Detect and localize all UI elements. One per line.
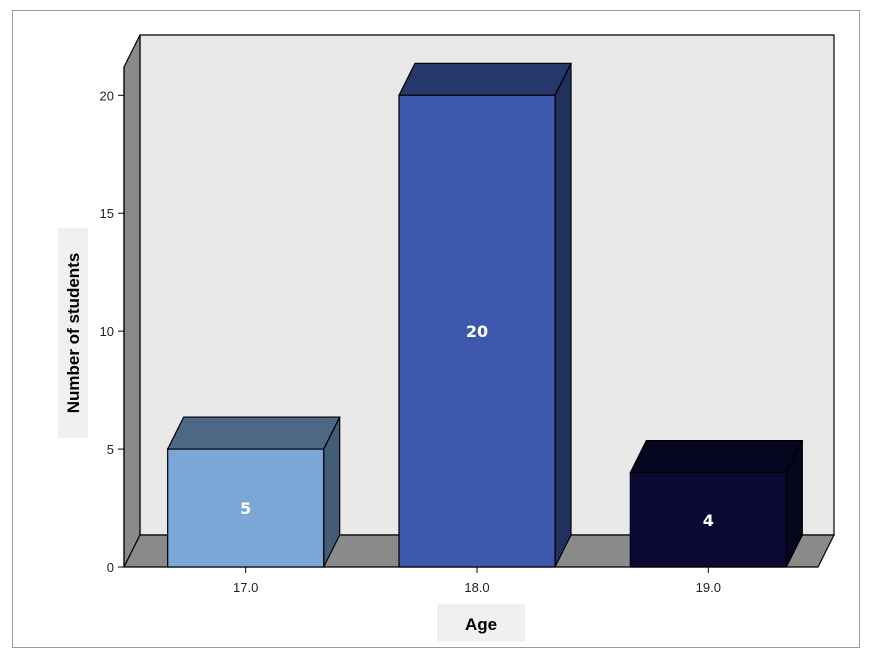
chart-left-wall [123,34,141,568]
x-axis-title: Age [465,615,497,634]
bar-top [398,62,572,96]
y-axis-title: Number of students [64,253,83,414]
bar-19.0: 4 [629,440,804,568]
y-axis-title-background [58,228,88,438]
x-tick-label: 19.0 [696,580,721,595]
y-tick-label: 15 [100,206,114,221]
y-tick-label: 20 [100,88,114,103]
bar-side [554,63,572,568]
bar-18.0: 20 [398,62,572,568]
bar-data-label: 20 [466,322,488,341]
x-tick-label: 18.0 [464,580,489,595]
bar-front [398,94,556,568]
y-tick-label: 5 [107,442,114,457]
y-tick-label: 0 [107,560,114,575]
x-axis-ticks: 17.0 18.0 19.0 [233,567,721,595]
bar-front [167,448,325,568]
bar-top [166,416,341,450]
y-axis-ticks: 0 5 10 15 20 [100,88,124,575]
x-tick-label: 17.0 [233,580,258,595]
bar-top [629,440,804,474]
bar-17.0: 5 [166,416,341,568]
bar-front [629,472,787,568]
bars: 5 20 4 [166,62,804,568]
x-axis-title-background [437,604,525,642]
bar-data-label: 4 [703,511,714,530]
bar-data-label: 5 [240,499,251,518]
y-tick-label: 10 [100,324,114,339]
